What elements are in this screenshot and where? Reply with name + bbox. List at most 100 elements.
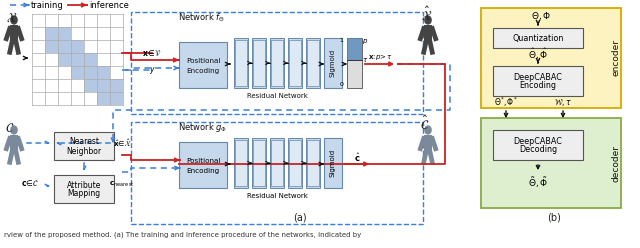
Text: $\hat{\mathcal{C}}$: $\hat{\mathcal{C}}$: [420, 115, 429, 133]
Bar: [493, 130, 583, 160]
Bar: [234, 38, 248, 88]
Bar: [253, 40, 265, 86]
Text: Neighbor: Neighbor: [67, 147, 102, 155]
Text: (a): (a): [293, 213, 307, 223]
Text: decoder: decoder: [611, 145, 621, 182]
Text: $p$: $p$: [362, 36, 368, 45]
Text: DeepCABAC: DeepCABAC: [513, 136, 563, 146]
Text: $y$: $y$: [148, 64, 156, 75]
Bar: [235, 140, 247, 186]
Bar: [179, 42, 227, 88]
Text: (b): (b): [547, 213, 561, 223]
Text: Encoding: Encoding: [186, 168, 220, 174]
Bar: [84, 66, 97, 79]
Bar: [84, 53, 97, 66]
Bar: [271, 140, 283, 186]
Text: $\tau$: $\tau$: [362, 56, 368, 64]
Bar: [84, 79, 97, 92]
Bar: [10, 135, 19, 150]
Bar: [131, 12, 423, 114]
Text: inference: inference: [89, 0, 129, 9]
Ellipse shape: [10, 15, 18, 25]
Bar: [71, 40, 84, 53]
Bar: [324, 138, 342, 188]
Bar: [307, 140, 319, 186]
Bar: [270, 38, 284, 88]
Text: $\Theta,\Phi$: $\Theta,\Phi$: [531, 10, 551, 22]
Bar: [131, 122, 423, 224]
Bar: [252, 38, 266, 88]
Text: Encoding: Encoding: [520, 82, 557, 91]
Ellipse shape: [424, 125, 432, 135]
Text: Encoding: Encoding: [186, 68, 220, 74]
Bar: [306, 38, 320, 88]
Bar: [481, 8, 621, 108]
Text: 1: 1: [339, 38, 343, 43]
Bar: [234, 138, 248, 188]
Bar: [58, 40, 71, 53]
Bar: [271, 40, 283, 86]
Bar: [110, 92, 123, 105]
Text: $\hat{\mathcal{X}}$: $\hat{\mathcal{X}}$: [421, 5, 432, 23]
Bar: [110, 79, 123, 92]
Text: Network $g_{\Phi}$: Network $g_{\Phi}$: [178, 122, 227, 134]
Bar: [97, 79, 110, 92]
Text: 0: 0: [339, 83, 343, 88]
Bar: [347, 38, 362, 88]
Text: Residual Network: Residual Network: [246, 93, 307, 99]
Bar: [58, 53, 71, 66]
Bar: [288, 138, 302, 188]
Text: Sigmoid: Sigmoid: [330, 49, 336, 77]
Bar: [306, 138, 320, 188]
Bar: [324, 38, 342, 88]
Bar: [347, 38, 362, 60]
Bar: [71, 66, 84, 79]
Text: Network $f_{\Theta}$: Network $f_{\Theta}$: [178, 12, 225, 24]
Bar: [253, 140, 265, 186]
Text: Positional: Positional: [186, 158, 220, 164]
Bar: [424, 25, 432, 40]
Bar: [54, 175, 114, 203]
Bar: [424, 135, 432, 150]
Text: $\hat{\mathbf{x}}\!\in\!\hat{\mathcal{X}}$: $\hat{\mathbf{x}}\!\in\!\hat{\mathcal{X}…: [113, 138, 131, 148]
Text: Sigmoid: Sigmoid: [330, 149, 336, 177]
Text: Residual Network: Residual Network: [246, 193, 307, 199]
Text: $\mathcal{W},\tau$: $\mathcal{W},\tau$: [554, 96, 572, 107]
Bar: [179, 142, 227, 188]
Text: encoder: encoder: [611, 39, 621, 76]
Bar: [493, 28, 583, 48]
Text: Positional: Positional: [186, 58, 220, 64]
Bar: [97, 66, 110, 79]
Bar: [45, 40, 58, 53]
Bar: [288, 38, 302, 88]
Text: Nearest: Nearest: [69, 137, 99, 147]
Text: $\mathbf{c}\!\in\!\mathcal{C}$: $\mathbf{c}\!\in\!\mathcal{C}$: [21, 178, 39, 188]
Text: $\hat{\mathbf{c}}$: $\hat{\mathbf{c}}$: [353, 152, 360, 164]
Bar: [481, 118, 621, 208]
Text: training: training: [31, 0, 64, 9]
Text: $\mathcal{C}$: $\mathcal{C}$: [5, 122, 14, 134]
Ellipse shape: [424, 15, 432, 25]
Text: $\mathbf{x}\!\in\!\mathcal{V}$: $\mathbf{x}\!\in\!\mathcal{V}$: [142, 48, 162, 58]
Text: $\mathbf{x}\!:\!p\!>\!\tau$: $\mathbf{x}\!:\!p\!>\!\tau$: [368, 52, 392, 62]
Bar: [97, 92, 110, 105]
Text: Attribute: Attribute: [67, 181, 101, 189]
Text: $\Theta^{*},\Phi^{*}$: $\Theta^{*},\Phi^{*}$: [494, 95, 518, 109]
Bar: [71, 53, 84, 66]
Bar: [307, 40, 319, 86]
Bar: [235, 40, 247, 86]
Text: $\tilde{\Theta},\tilde{\Phi}$: $\tilde{\Theta},\tilde{\Phi}$: [528, 176, 548, 190]
Bar: [289, 40, 301, 86]
Text: Mapping: Mapping: [67, 189, 100, 198]
Text: $\hat{\Theta},\hat{\Phi}$: $\hat{\Theta},\hat{\Phi}$: [528, 46, 548, 62]
Bar: [54, 132, 114, 160]
Bar: [270, 138, 284, 188]
Ellipse shape: [10, 125, 18, 135]
Bar: [10, 25, 19, 40]
Bar: [493, 66, 583, 96]
Text: Decoding: Decoding: [519, 146, 557, 155]
Bar: [289, 140, 301, 186]
Bar: [58, 27, 71, 40]
Text: Quantization: Quantization: [512, 33, 564, 42]
Text: rview of the proposed method. (a) The training and inference procedure of the ne: rview of the proposed method. (a) The tr…: [4, 232, 361, 238]
